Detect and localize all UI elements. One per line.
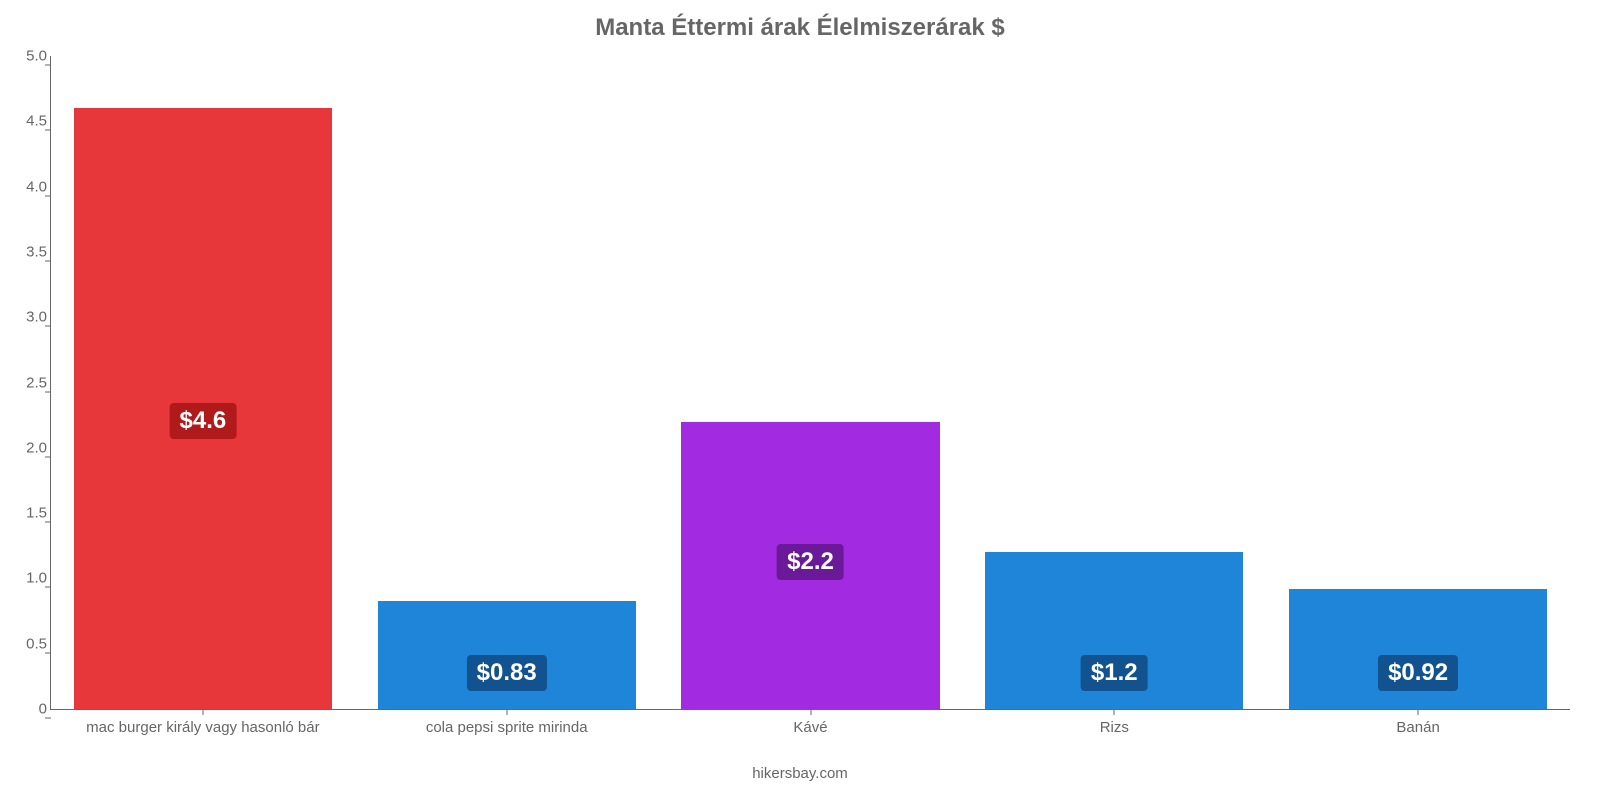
x-axis-label: Kávé	[793, 719, 827, 736]
chart-title: Manta Éttermi árak Élelmiszerárak $	[0, 14, 1600, 42]
x-tick	[202, 709, 203, 715]
bar: $2.2	[681, 422, 939, 709]
bar-value-label: $4.6	[170, 403, 237, 439]
bar-value-label: $0.83	[467, 655, 547, 691]
plot-area: $4.6$0.83$2.2$1.2$0.92 00.51.01.52.02.53…	[50, 56, 1570, 710]
y-tick: 1.0	[7, 570, 47, 587]
bar-value-label: $2.2	[777, 544, 844, 580]
x-tick	[1418, 709, 1419, 715]
x-axis-label: Banán	[1396, 719, 1439, 736]
y-tick: 4.5	[7, 113, 47, 130]
y-tick: 0	[7, 701, 47, 718]
y-tick: 1.5	[7, 505, 47, 522]
bar-value-label: $1.2	[1081, 655, 1148, 691]
bars-container: $4.6 $0.83 $2.2 $1.2 $0.92	[51, 56, 1570, 709]
bar: $4.6	[74, 108, 332, 709]
y-tick: 0.5	[7, 635, 47, 652]
y-tick: 3.0	[7, 309, 47, 326]
price-chart: Manta Éttermi árak Élelmiszerárak $ $4.6…	[0, 0, 1600, 800]
bar: $1.2	[985, 552, 1243, 709]
y-tick: 5.0	[7, 48, 47, 65]
x-tick	[506, 709, 507, 715]
y-tick: 4.0	[7, 178, 47, 195]
x-tick	[810, 709, 811, 715]
bar: $0.92	[1289, 589, 1547, 709]
bar-value-label: $0.92	[1378, 655, 1458, 691]
x-tick	[1114, 709, 1115, 715]
y-tick: 2.5	[7, 374, 47, 391]
bar: $0.83	[378, 601, 636, 709]
x-axis-label: mac burger király vagy hasonló bár	[86, 719, 319, 736]
x-axis-label: Rizs	[1100, 719, 1129, 736]
x-axis-label: cola pepsi sprite mirinda	[426, 719, 588, 736]
y-tick: 3.5	[7, 243, 47, 260]
source-label: hikersbay.com	[0, 765, 1600, 782]
y-tick: 2.0	[7, 439, 47, 456]
